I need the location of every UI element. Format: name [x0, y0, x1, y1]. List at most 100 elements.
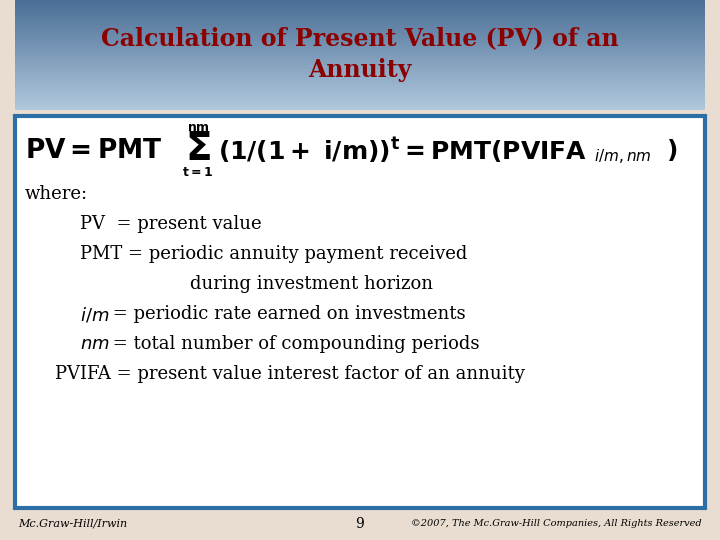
Text: PV  = present value: PV = present value: [80, 215, 261, 233]
Bar: [15, 9, 705, 11]
Bar: [15, 31, 705, 33]
Bar: [15, 27, 705, 29]
Text: $\bf{PV = PMT}$: $\bf{PV = PMT}$: [25, 138, 163, 163]
Bar: [15, 72, 705, 74]
Text: = periodic rate earned on investments: = periodic rate earned on investments: [107, 305, 466, 323]
Bar: [15, 105, 705, 107]
Bar: [15, 67, 705, 69]
Text: Mc.Graw-Hill/Irwin: Mc.Graw-Hill/Irwin: [18, 519, 127, 529]
Bar: [15, 4, 705, 5]
Bar: [15, 35, 705, 37]
Text: $\bf{(1/(1 +}$ $\it{\bf{i/m}}$$\bf{))^t = PMT(PVIFA}$: $\bf{(1/(1 +}$ $\it{\bf{i/m}}$$\bf{))^t …: [218, 136, 587, 165]
Bar: [15, 38, 705, 40]
Bar: [15, 52, 705, 53]
Bar: [15, 74, 705, 76]
Bar: [15, 8, 705, 10]
Bar: [15, 0, 705, 2]
Bar: [15, 50, 705, 52]
Bar: [15, 5, 705, 7]
Bar: [15, 40, 705, 43]
Text: $\mathit{nm}$: $\mathit{nm}$: [80, 335, 109, 353]
Bar: [15, 45, 705, 47]
Text: $\bf{\Sigma}$: $\bf{\Sigma}$: [185, 132, 211, 168]
Bar: [15, 102, 705, 103]
Text: $\bf{nm}$: $\bf{nm}$: [186, 121, 210, 134]
Bar: [15, 100, 705, 102]
Bar: [15, 79, 705, 81]
Bar: [15, 29, 705, 30]
Bar: [15, 12, 705, 14]
Bar: [15, 92, 705, 93]
Bar: [15, 55, 705, 56]
Bar: [15, 2, 705, 4]
Bar: [15, 15, 705, 17]
Bar: [15, 17, 705, 19]
Text: Annuity: Annuity: [308, 58, 412, 82]
Bar: [15, 44, 705, 45]
Bar: [15, 65, 705, 68]
Bar: [15, 60, 705, 62]
Bar: [15, 62, 705, 63]
Bar: [15, 93, 705, 95]
Bar: [15, 20, 705, 22]
Bar: [15, 70, 705, 71]
Text: Calculation of Present Value (PV) of an: Calculation of Present Value (PV) of an: [102, 26, 618, 50]
Bar: [15, 10, 705, 12]
FancyBboxPatch shape: [15, 116, 705, 508]
Bar: [15, 85, 705, 86]
Text: $\it{i/m, nm}$: $\it{i/m, nm}$: [594, 147, 652, 165]
Bar: [15, 82, 705, 84]
Bar: [15, 103, 705, 105]
Bar: [15, 80, 705, 83]
Bar: [15, 71, 705, 73]
Text: PVIFA = present value interest factor of an annuity: PVIFA = present value interest factor of…: [55, 365, 525, 383]
Bar: [15, 56, 705, 58]
Text: $\bf{)}$: $\bf{)}$: [666, 137, 678, 163]
Text: PMT = periodic annuity payment received: PMT = periodic annuity payment received: [80, 245, 467, 263]
Bar: [15, 19, 705, 21]
Bar: [15, 49, 705, 51]
Bar: [15, 46, 705, 48]
Text: $\mathit{i/m}$: $\mathit{i/m}$: [80, 305, 109, 324]
Text: = total number of compounding periods: = total number of compounding periods: [107, 335, 480, 353]
Text: during investment horizon: during investment horizon: [190, 275, 433, 293]
Text: $\bf{t=1}$: $\bf{t=1}$: [182, 166, 214, 179]
Text: 9: 9: [356, 517, 364, 531]
Bar: [15, 22, 705, 23]
Bar: [15, 77, 705, 78]
Text: ©2007, The Mc.Graw-Hill Companies, All Rights Reserved: ©2007, The Mc.Graw-Hill Companies, All R…: [411, 519, 702, 529]
Bar: [15, 39, 705, 41]
Bar: [15, 25, 705, 28]
Bar: [15, 94, 705, 96]
Bar: [15, 6, 705, 8]
Bar: [15, 14, 705, 15]
Bar: [15, 64, 705, 66]
Bar: [15, 104, 705, 106]
Bar: [15, 37, 705, 38]
Bar: [15, 53, 705, 55]
Bar: [15, 57, 705, 59]
Bar: [15, 68, 705, 70]
Bar: [15, 59, 705, 60]
Text: where:: where:: [25, 185, 88, 203]
Bar: [15, 30, 705, 32]
Bar: [15, 63, 705, 65]
Bar: [15, 48, 705, 50]
Bar: [15, 23, 705, 25]
Bar: [15, 34, 705, 36]
Bar: [15, 86, 705, 88]
Bar: [15, 87, 705, 90]
Bar: [15, 78, 705, 80]
Bar: [15, 1, 705, 3]
Bar: [15, 89, 705, 91]
Bar: [15, 42, 705, 44]
Bar: [15, 24, 705, 26]
Bar: [15, 16, 705, 18]
Bar: [15, 90, 705, 92]
Bar: [15, 83, 705, 85]
Bar: [15, 75, 705, 77]
Bar: [15, 32, 705, 35]
Bar: [15, 108, 705, 110]
Bar: [15, 107, 705, 109]
Bar: [15, 97, 705, 99]
